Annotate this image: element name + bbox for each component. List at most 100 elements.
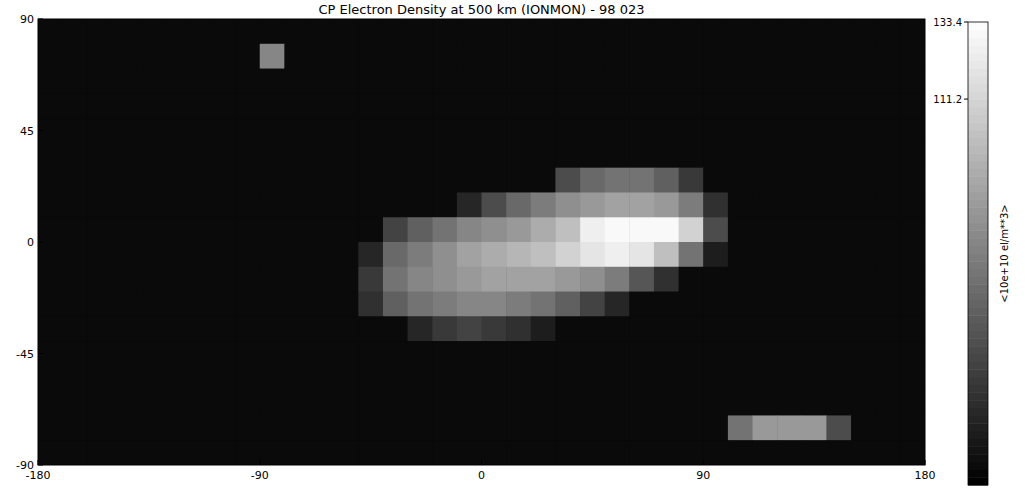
colorbar-step [968,462,988,470]
cell [334,316,359,341]
cell [802,143,827,168]
cell [654,217,679,242]
cell [506,415,531,440]
cell [876,292,901,317]
cell [235,217,260,242]
colorbar-step [968,45,988,53]
cell [358,143,383,168]
cell [260,69,285,94]
cell [703,168,728,193]
cell [383,192,408,217]
cell [408,366,433,391]
cell [580,267,605,292]
cell [38,391,63,416]
cell [482,192,507,217]
x-tick [38,460,39,465]
cell [580,168,605,193]
cell [383,93,408,118]
cell [38,168,63,193]
cell [703,316,728,341]
cell [629,192,654,217]
cell [309,366,334,391]
cell [383,217,408,242]
cell [605,192,630,217]
cell [210,316,235,341]
cell [383,391,408,416]
cell [826,415,851,440]
cell [334,415,359,440]
cell [802,341,827,366]
cell [87,391,112,416]
cell [87,415,112,440]
cell [334,192,359,217]
colorbar-step [968,315,988,323]
cell [260,366,285,391]
colorbar-step [968,61,988,69]
cell [284,366,309,391]
cell [186,242,211,267]
cell [531,391,556,416]
cell [161,118,186,143]
x-tick [925,460,926,465]
colorbar-step [968,300,988,308]
cell [531,118,556,143]
cell [210,69,235,94]
cell [161,69,186,94]
cell [235,440,260,465]
cell [851,366,876,391]
cell [408,168,433,193]
cell [186,366,211,391]
cell [235,93,260,118]
cell [753,69,778,94]
cell [334,118,359,143]
cell [851,292,876,317]
cell [826,19,851,44]
y-tick-label: 45 [20,125,34,138]
cell [137,242,162,267]
cell [605,267,630,292]
colorbar-step [968,423,988,431]
cell [900,217,925,242]
cell [679,242,704,267]
cell [284,316,309,341]
cell [654,242,679,267]
colorbar-step [968,107,988,115]
cell [284,391,309,416]
cell [753,217,778,242]
cell [679,69,704,94]
cell [383,168,408,193]
cell [876,341,901,366]
cell [63,391,88,416]
colorbar-step [968,392,988,400]
cell [358,415,383,440]
cell [531,292,556,317]
cell [753,366,778,391]
cell [358,267,383,292]
cell [383,19,408,44]
cell [161,267,186,292]
cell [555,267,580,292]
cell [679,292,704,317]
colorbar-step [968,439,988,447]
colorbar-step [968,68,988,76]
colorbar-step [968,246,988,254]
cell [260,267,285,292]
cell [235,44,260,69]
cell [629,440,654,465]
cell [457,168,482,193]
cell [284,267,309,292]
cell [334,267,359,292]
cell [777,69,802,94]
cell [555,168,580,193]
cell [63,366,88,391]
cell [826,69,851,94]
cell [38,192,63,217]
cell [531,440,556,465]
cell [703,192,728,217]
cell [408,19,433,44]
cell [334,19,359,44]
cell [432,391,457,416]
cell [457,366,482,391]
cell [260,415,285,440]
cell [161,168,186,193]
